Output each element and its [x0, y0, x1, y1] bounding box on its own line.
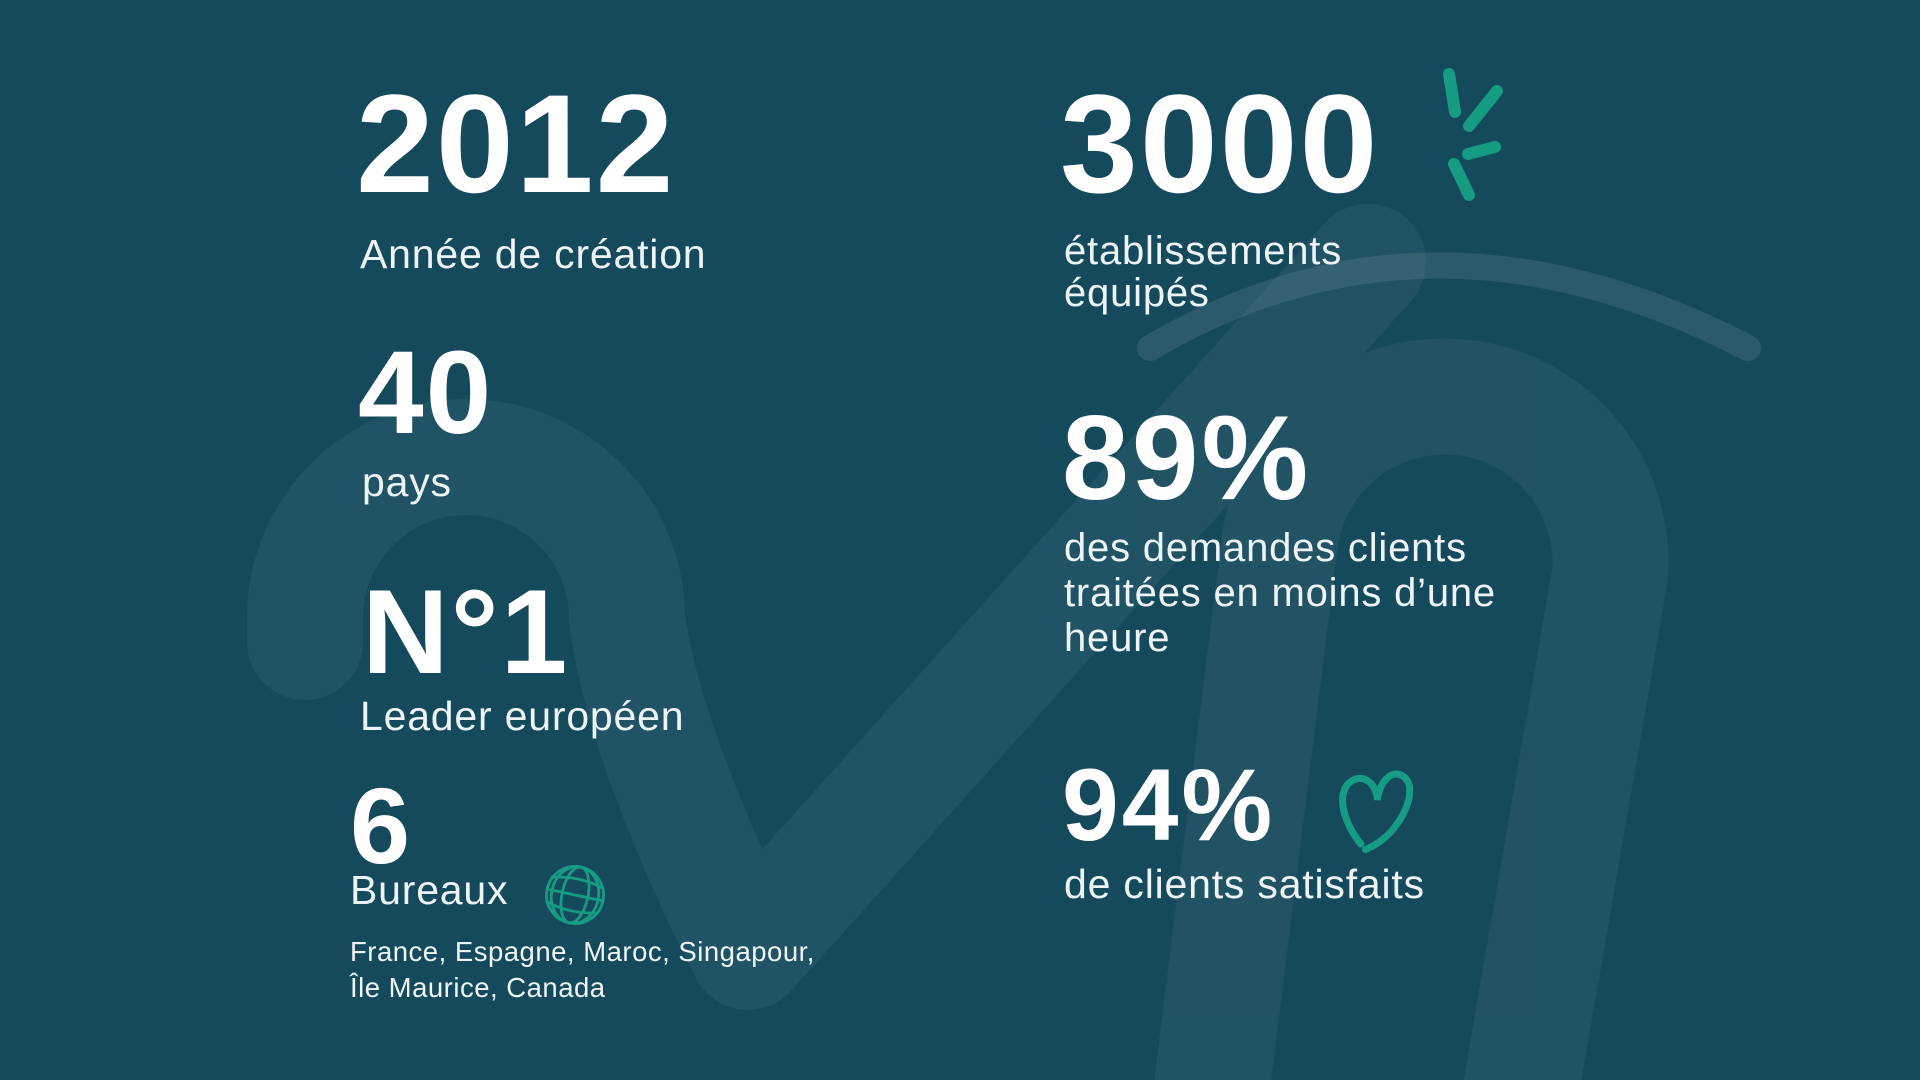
heart-icon [1339, 770, 1414, 854]
stat-value-rank: N°1 [362, 565, 570, 699]
stat-label-offices: Bureaux [350, 867, 509, 913]
stat-sublabel-office-locations: France, Espagne, Maroc, Singapour, Île M… [350, 936, 815, 1003]
stat-value-requests-handled: 89% [1062, 391, 1312, 525]
stat-value-countries: 40 [358, 327, 494, 459]
globe-icon [545, 865, 605, 925]
stat-label-countries: pays [362, 459, 452, 505]
stat-value-offices: 6 [350, 765, 413, 886]
stat-label-year-created: Année de création [360, 231, 707, 277]
stat-label-requests-handled: des demandes clients traitées en moins d… [1064, 526, 1496, 660]
sparkle-burst-icon [1443, 68, 1503, 201]
stat-value-satisfied-clients: 94% [1062, 748, 1276, 862]
stat-value-year-created: 2012 [356, 65, 676, 222]
stat-label-satisfied-clients: de clients satisfaits [1064, 861, 1425, 907]
stat-value-establishments: 3000 [1060, 65, 1380, 222]
stat-label-rank: Leader européen [360, 693, 685, 739]
stat-label-establishments: établissements équipés [1064, 229, 1342, 315]
